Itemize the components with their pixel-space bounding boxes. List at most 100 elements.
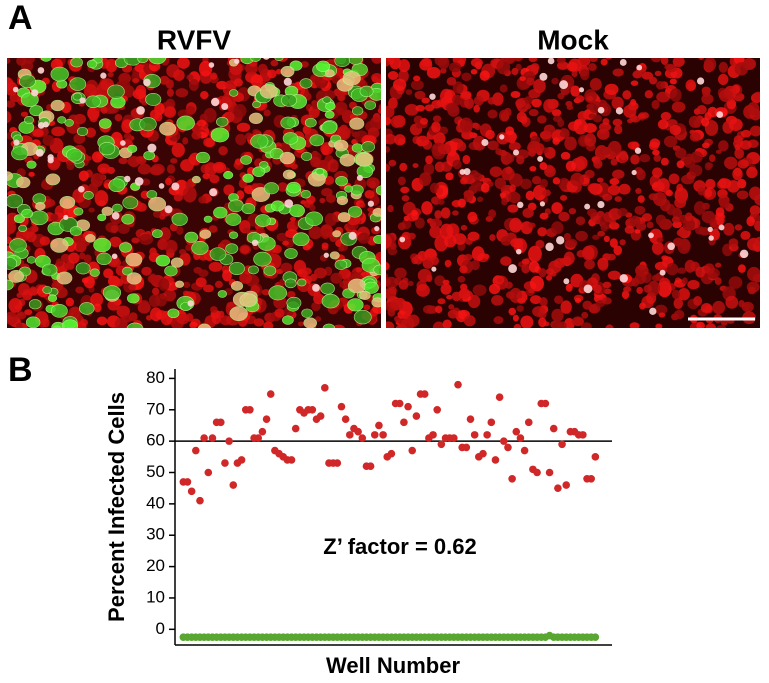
cell <box>66 162 75 171</box>
cell <box>575 216 586 226</box>
bright-nucleus <box>124 175 131 183</box>
cell <box>330 162 339 170</box>
cell <box>222 269 232 282</box>
cell <box>7 230 11 238</box>
cell <box>165 177 172 186</box>
cell <box>571 70 578 78</box>
cell <box>621 184 630 191</box>
cell <box>545 274 553 281</box>
infected-cell <box>248 265 259 275</box>
cell <box>508 191 521 204</box>
cell <box>200 91 209 100</box>
cell <box>467 211 478 223</box>
infected-cell <box>286 181 301 194</box>
cell <box>609 178 620 186</box>
infected-cell <box>342 71 361 86</box>
bright-nucleus <box>37 67 45 74</box>
cell <box>440 207 451 219</box>
cell <box>655 80 666 90</box>
cell <box>539 297 548 307</box>
infected-cell <box>199 229 212 239</box>
bright-nucleus <box>348 231 357 240</box>
cell <box>639 302 646 310</box>
bright-nucleus <box>208 62 215 68</box>
cell <box>389 298 404 311</box>
cell <box>198 196 207 204</box>
bright-nucleus <box>234 58 240 64</box>
cell <box>170 158 178 164</box>
infected-cell <box>175 280 185 288</box>
cell <box>749 125 760 137</box>
cell <box>7 111 12 124</box>
cell <box>191 130 202 140</box>
cell <box>619 239 626 246</box>
bright-nucleus <box>584 203 591 210</box>
data-point <box>487 418 496 427</box>
cell <box>650 58 662 63</box>
cell <box>728 238 739 247</box>
cell <box>715 149 722 154</box>
cell <box>444 259 452 268</box>
cell <box>114 113 123 122</box>
cell <box>677 238 691 254</box>
cell <box>489 234 496 242</box>
cell <box>289 216 297 222</box>
data-point <box>308 405 317 414</box>
cell <box>460 91 472 100</box>
bright-nucleus <box>37 121 45 129</box>
bright-nucleus <box>583 284 593 294</box>
cell <box>577 58 591 67</box>
data-point <box>483 431 491 439</box>
infected-cell <box>339 153 356 167</box>
cell <box>211 313 221 325</box>
cell <box>107 299 120 311</box>
y-tick-label: 30 <box>146 525 165 544</box>
cell <box>584 259 595 270</box>
cell <box>635 187 642 195</box>
infected-cell <box>324 110 335 119</box>
cell <box>118 157 128 165</box>
cell <box>564 136 577 151</box>
cell <box>8 298 23 313</box>
cell <box>182 137 189 145</box>
cell <box>542 189 551 197</box>
infected-cell <box>56 271 73 285</box>
cell <box>386 261 390 271</box>
cell <box>520 115 528 124</box>
cell <box>485 129 495 140</box>
infected-cell <box>292 232 310 247</box>
cell <box>559 194 568 201</box>
infected-cell <box>213 206 228 219</box>
cell <box>452 81 464 94</box>
cell <box>696 105 707 115</box>
cell <box>417 268 432 283</box>
y-tick-label: 10 <box>146 587 165 606</box>
cell <box>94 190 109 207</box>
cell <box>554 295 564 304</box>
cell <box>432 321 445 328</box>
data-point <box>208 434 217 442</box>
cell <box>689 132 701 142</box>
infected-cell <box>125 252 143 267</box>
cell <box>660 111 672 121</box>
cell <box>526 77 535 86</box>
infected-cell <box>229 306 248 322</box>
cell <box>158 278 170 291</box>
infected-cell <box>248 112 263 125</box>
cell <box>663 135 678 148</box>
cell <box>389 286 397 295</box>
infected-cell <box>195 151 210 164</box>
cell <box>164 239 178 254</box>
y-tick-label: 60 <box>146 431 165 450</box>
cell <box>557 262 564 268</box>
cell <box>437 199 445 205</box>
cell <box>277 182 288 192</box>
panel-label: B <box>8 351 33 389</box>
cell <box>208 261 223 272</box>
bright-nucleus <box>13 139 20 146</box>
cell <box>324 213 338 227</box>
cell <box>652 149 660 156</box>
cell <box>131 237 140 244</box>
infected-cell <box>274 58 284 62</box>
cell <box>613 245 622 256</box>
